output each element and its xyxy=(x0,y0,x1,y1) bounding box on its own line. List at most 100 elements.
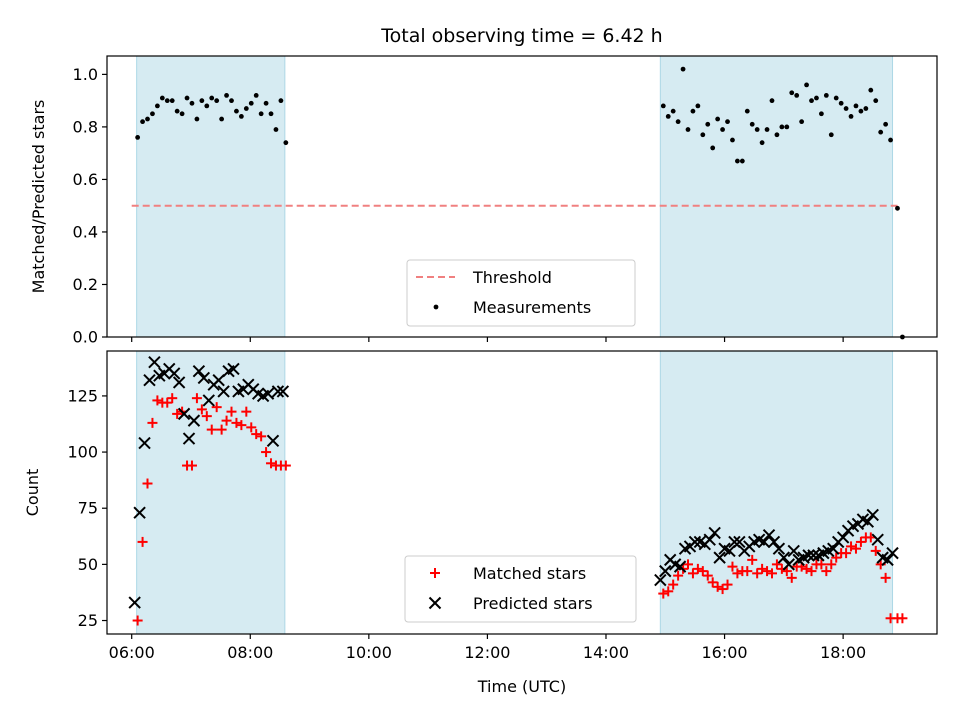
cross-b xyxy=(133,506,146,519)
cross-b xyxy=(217,385,230,398)
measurement-point xyxy=(814,95,819,101)
top-x-ticks xyxy=(131,337,844,342)
cross-b xyxy=(876,551,889,564)
cross-b xyxy=(659,564,672,578)
matched-star-point xyxy=(211,402,222,413)
cross-b xyxy=(836,531,850,544)
matched-star-point xyxy=(897,613,908,624)
measurement-point xyxy=(823,92,829,98)
cross-b xyxy=(866,508,879,522)
cross-b xyxy=(713,551,726,564)
matched-star-point xyxy=(147,417,158,428)
measurement-point xyxy=(169,98,175,104)
cross-b xyxy=(757,535,771,549)
matched-star-point xyxy=(692,563,703,574)
cross-b xyxy=(886,546,899,560)
matched-star-point xyxy=(742,566,753,577)
matched-star-point xyxy=(167,393,178,404)
measurement-point xyxy=(873,98,879,104)
predicted-star-point xyxy=(757,535,771,549)
matched-star-point xyxy=(246,422,257,433)
measurement-point xyxy=(199,98,205,104)
measurement-points xyxy=(135,66,905,340)
predicted-star-point xyxy=(807,549,820,562)
matched-star-point xyxy=(216,424,227,435)
matched-star-point xyxy=(663,586,674,597)
predicted-star-point xyxy=(673,560,687,573)
measurement-point xyxy=(695,103,701,109)
matched-star-point xyxy=(712,581,723,592)
predicted-star-point xyxy=(202,394,215,407)
predicted-star-point xyxy=(148,356,161,369)
matched-star-point xyxy=(801,563,812,574)
matched-star-point xyxy=(707,577,718,588)
measurement-point xyxy=(799,119,805,125)
measurement-point xyxy=(278,98,284,104)
measurement-point xyxy=(234,108,239,114)
matched-star-point xyxy=(821,566,832,577)
measurement-point xyxy=(804,82,809,88)
matched-star-point xyxy=(762,566,773,577)
predicted-star-point xyxy=(167,367,181,380)
matched-star-point xyxy=(727,561,738,572)
measurement-point xyxy=(715,116,721,122)
measurement-point xyxy=(214,98,220,104)
matched-star-point xyxy=(850,543,861,554)
cross-b xyxy=(693,535,707,549)
predicted-star-point xyxy=(187,414,201,427)
top-y-tick-label: 0.4 xyxy=(73,222,98,241)
matched-star-point xyxy=(722,579,733,590)
measurement-point xyxy=(690,108,696,114)
cross-b xyxy=(752,533,766,546)
cross-b xyxy=(138,436,151,450)
matched-star-point xyxy=(186,460,197,471)
measurement-point xyxy=(853,103,859,109)
cross-b xyxy=(723,544,736,558)
legend-predicted-label: Predicted stars xyxy=(473,594,593,613)
predicted-star-point xyxy=(703,533,716,546)
predicted-star-point xyxy=(177,407,191,421)
measurement-point xyxy=(878,129,884,135)
predicted-star-point xyxy=(787,544,800,558)
measurement-point xyxy=(888,137,893,143)
legend-measurements-label: Measurements xyxy=(473,298,591,317)
legend-matched-swatch xyxy=(430,568,440,578)
cross-b xyxy=(654,573,667,587)
measurement-point xyxy=(769,98,775,104)
cross-b xyxy=(802,549,815,562)
x-tick-label: 14:00 xyxy=(583,643,629,662)
matched-star-point xyxy=(241,406,252,417)
cross-b xyxy=(266,434,280,448)
bottom-legend: Matched stars Predicted stars xyxy=(404,555,637,623)
cross-b xyxy=(708,526,721,540)
measurement-point xyxy=(774,132,780,138)
matched-star-point xyxy=(702,570,713,581)
matched-star-point xyxy=(683,559,693,570)
cross-b xyxy=(428,596,442,610)
matched-star-point xyxy=(806,566,817,577)
x-tick-label: 18:00 xyxy=(820,643,866,662)
cross-b xyxy=(807,549,820,562)
measurement-point xyxy=(895,205,900,211)
measurement-point xyxy=(159,95,165,101)
cross-b xyxy=(276,385,290,398)
x-axis-label: Time (UTC) xyxy=(477,677,566,696)
cross-b xyxy=(177,407,191,421)
predicted-star-point xyxy=(871,533,884,546)
cross-b xyxy=(881,553,894,567)
cross-b xyxy=(718,542,731,555)
matched-star-point xyxy=(771,559,782,570)
measurement-point xyxy=(273,127,279,132)
bottom-legend-box xyxy=(404,555,637,623)
cross-b xyxy=(148,356,161,369)
predicted-star-point xyxy=(227,362,240,376)
measurement-point xyxy=(194,116,200,122)
cross-b xyxy=(271,385,285,398)
top-y-ticks: 0.0 0.2 0.4 0.6 0.8 1.0 xyxy=(73,65,107,347)
cross-b xyxy=(787,544,800,558)
top-legend-box xyxy=(406,259,636,327)
measurement-point xyxy=(189,100,195,106)
x-tick-label: 10:00 xyxy=(346,643,392,662)
legend-plus-marker xyxy=(430,568,440,578)
predicted-star-point xyxy=(212,373,225,387)
